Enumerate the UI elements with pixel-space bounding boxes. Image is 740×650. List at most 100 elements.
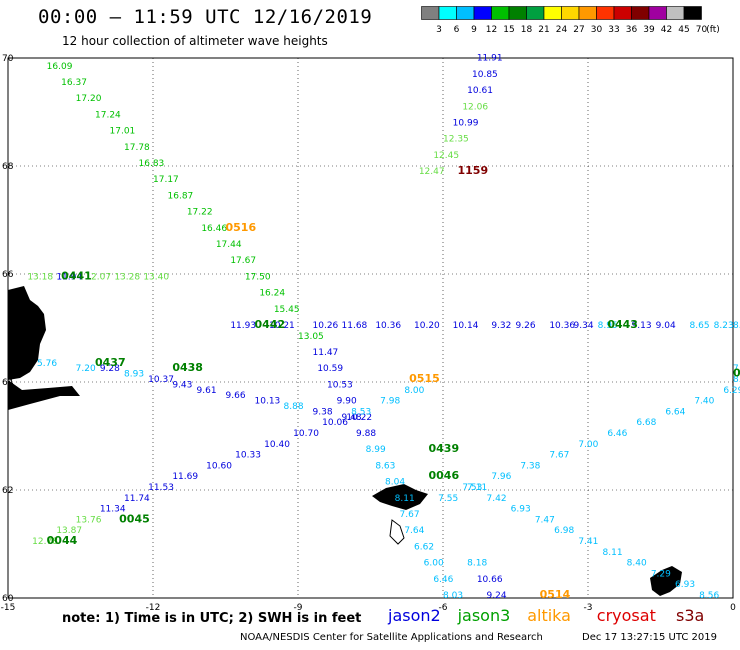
wave-height-label: 7.55 [438,494,458,504]
wave-height-label: 9.13 [632,321,652,331]
wave-height-label: 6.29 [723,386,740,396]
pass-time-label: 0047 [733,367,740,380]
wave-height-label: 16.24 [259,289,285,299]
wave-height-label: 10.40 [264,440,290,450]
page-subtitle: 12 hour collection of altimeter wave hei… [62,34,328,48]
colorbar-tick-label: 3 [436,25,442,35]
wave-height-label: 12.07 [85,272,111,282]
wave-height-label: 10.36 [549,321,575,331]
iceland-coastline [8,286,46,380]
wave-height-label: 10.99 [453,119,479,129]
wave-height-label: 10.61 [467,86,493,96]
footnote: note: 1) Time is in UTC; 2) SWH is in fe… [62,611,362,626]
wave-height-label: 10.14 [453,321,479,331]
wave-height-label: 13.87 [56,526,82,536]
colorbar-tick-label: 27 [573,25,584,35]
wave-height-label: 12.35 [443,135,469,145]
wave-height-label: 13.40 [143,272,169,282]
colorbar-tick-label: 9 [471,25,477,35]
wave-height-label: 10.33 [235,451,261,461]
wave-height-label: 8.63 [375,461,395,471]
pass-time-label: 0441 [61,269,92,282]
wave-height-label: 7.80 [733,364,740,374]
wave-height-label: 9.48 [342,413,362,423]
wave-height-label: 16.46 [201,224,227,234]
wave-height-label: 8.18 [467,559,487,569]
colorbar-tick-label: 33 [608,25,619,35]
wave-height-label: 9.34 [574,321,594,331]
wave-height-label: 16.83 [139,159,165,169]
colorbar-tick-label: 30 [591,25,603,35]
wave-height-label: 8.65 [690,321,710,331]
pass-time-label: 0046 [429,469,460,482]
wave-height-label: 17.22 [187,208,213,218]
colorbar-tick-label: 24 [556,25,568,35]
footer-timestamp: Dec 17 13:27:15 UTC 2019 [582,632,717,643]
wave-height-label: 6.62 [414,542,434,552]
pass-time-label: 0515 [409,372,440,385]
wave-height-label: 10.85 [472,70,498,80]
colorbar-swatch [683,6,702,20]
longitude-tick-label: -3 [584,603,593,613]
wave-height-label: 7.38 [520,461,540,471]
wave-height-label: 12.06 [462,102,488,112]
wave-height-label: 8.11 [395,494,415,504]
wave-height-label: 6.00 [424,559,444,569]
wave-height-label: 17.50 [245,272,271,282]
wave-height-label: 17.20 [76,94,102,104]
colorbar-tick-label: 12 [486,25,497,35]
wave-height-label: 6.46 [607,429,627,439]
wave-height-label: 16.09 [47,62,73,72]
wave-height-label: 13.18 [27,272,53,282]
wave-height-label: 13.76 [76,515,102,525]
wave-height-label: 8.95 [598,321,618,331]
wave-height-label: 9.28 [100,364,120,374]
wave-height-label: 10.13 [255,397,281,407]
wave-height-label: 11.94 [56,272,82,282]
wave-height-label: 7.29 [651,569,671,579]
wave-height-label: 7.00 [578,440,598,450]
colorbar: 3 6 9 12 15 18 21 24 27 30 33 36 39 42 45 70(ft) [421,6,720,35]
wave-height-label: 6.46 [433,575,453,585]
faroe-islands-south [389,519,405,545]
wave-height-label: 17.01 [110,127,136,137]
latitude-tick-label: 64 [2,378,14,388]
colorbar-tick-label: 21 [538,25,549,35]
iceland-south-coastline [8,380,80,410]
satellite-legend-jason2: jason2 [388,606,441,625]
wave-height-label: 9.26 [516,321,536,331]
page-title: 00:00 – 11:59 UTC 12/16/2019 [38,6,373,28]
wave-height-label: 8.00 [404,386,424,396]
wave-height-map: -15 -12 -9 -6 -3 0 60 62 64 66 68 70 16.09 16.37 17.20… [1,54,740,613]
faroe-islands [372,484,428,510]
wave-height-label: 10.06 [322,418,348,428]
wave-height-label: 13.28 [114,272,140,282]
colorbar-tick-label: 36 [626,25,638,35]
wave-height-label: 7.20 [76,364,96,374]
pass-time-label: 0438 [172,361,203,374]
wave-height-label: 5.76 [37,359,57,369]
wave-height-label: 9.38 [313,407,333,417]
wave-height-label: 12.78 [32,537,58,547]
wave-height-label: 8.23 [714,321,734,331]
wave-height-label: 8.08 [733,375,740,385]
wave-height-label: 7.98 [380,397,400,407]
wave-height-label: 7.40 [694,397,714,407]
wave-height-label: 11.91 [477,54,503,64]
shetland-islands [650,566,682,596]
wave-height-label: 8.53 [351,407,371,417]
wave-height-label: 10.70 [293,429,319,439]
wave-height-label: 16.87 [168,191,194,201]
pass-time-label: 0439 [429,442,460,455]
wave-height-label: 10.59 [317,364,343,374]
wave-height-label: 16.37 [61,78,87,88]
latitude-tick-label: 66 [2,270,14,280]
wave-height-label: 7.42 [487,494,507,504]
wave-height-label: 17.67 [230,256,256,266]
colorbar-tick-label: 70 [696,25,708,35]
wave-height-label: 11.69 [172,472,198,482]
wave-height-label: 11.47 [313,348,339,358]
wave-height-label: 11.34 [100,505,126,515]
wave-height-label: 7.67 [400,510,420,520]
wave-height-label: 8.99 [366,445,386,455]
